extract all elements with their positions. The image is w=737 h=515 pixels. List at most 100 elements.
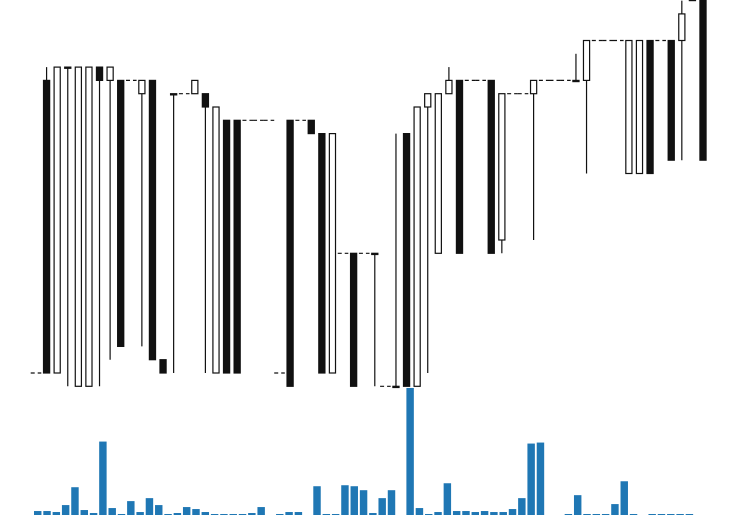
candle bbox=[455, 79, 464, 254]
candle bbox=[402, 133, 411, 387]
candle-body bbox=[201, 93, 210, 108]
candle bbox=[678, 0, 686, 161]
candle-body bbox=[53, 66, 61, 374]
volume-bar bbox=[611, 504, 619, 515]
volume-bar bbox=[34, 511, 42, 515]
candle bbox=[42, 67, 51, 374]
volume-bar bbox=[89, 513, 98, 515]
candle bbox=[222, 119, 231, 374]
candle bbox=[64, 66, 72, 387]
volume-bar bbox=[369, 513, 377, 515]
volume-bar bbox=[257, 507, 265, 515]
candle bbox=[688, 0, 697, 2]
volume-bar bbox=[350, 486, 358, 515]
candlestick-panel bbox=[30, 0, 707, 389]
candle-body bbox=[212, 106, 220, 374]
volume-bar bbox=[155, 505, 163, 515]
candle-body bbox=[349, 252, 358, 387]
candle bbox=[74, 66, 83, 387]
candle bbox=[138, 79, 146, 347]
candle-body bbox=[498, 93, 506, 241]
candle bbox=[434, 93, 442, 254]
volume-bar bbox=[573, 495, 582, 515]
candle-body bbox=[233, 119, 241, 374]
volume-bar bbox=[285, 512, 293, 515]
candle bbox=[625, 39, 633, 175]
volume-bar bbox=[518, 498, 526, 515]
candle-body bbox=[529, 79, 538, 95]
volume-bar bbox=[136, 512, 144, 515]
candle-body bbox=[64, 66, 72, 69]
candle-body bbox=[424, 93, 432, 108]
candle bbox=[307, 119, 315, 135]
candle bbox=[371, 252, 379, 387]
candle bbox=[667, 39, 675, 161]
volume-bar bbox=[480, 511, 489, 515]
candle-body bbox=[106, 66, 114, 81]
candle bbox=[498, 93, 506, 254]
candle-body bbox=[646, 39, 654, 175]
candle bbox=[413, 106, 421, 387]
volume-bar bbox=[192, 509, 200, 515]
candle bbox=[159, 359, 167, 374]
volume-bar bbox=[313, 486, 321, 515]
candle bbox=[487, 79, 495, 254]
volume-bar bbox=[406, 387, 414, 515]
candle-body bbox=[148, 79, 157, 361]
volume-bar bbox=[99, 441, 107, 515]
candle-body bbox=[117, 79, 125, 348]
candle-body bbox=[328, 133, 337, 374]
candle bbox=[572, 53, 580, 83]
candle-body bbox=[286, 119, 294, 387]
candle-body bbox=[625, 39, 633, 175]
volume-bar bbox=[536, 442, 545, 515]
candle bbox=[233, 119, 241, 374]
volume-bar bbox=[80, 510, 88, 515]
volume-bar bbox=[145, 498, 154, 515]
candle bbox=[212, 106, 220, 374]
volume-bar bbox=[490, 512, 498, 515]
candle bbox=[392, 133, 400, 389]
candle bbox=[328, 133, 337, 374]
candle-body bbox=[699, 0, 707, 161]
candle-body bbox=[413, 106, 421, 387]
volume-bar bbox=[108, 508, 116, 515]
candle bbox=[191, 79, 199, 95]
candle bbox=[445, 67, 453, 95]
candle-body bbox=[445, 79, 453, 95]
candle-body bbox=[635, 39, 644, 175]
candle-body bbox=[191, 79, 199, 95]
candle bbox=[117, 79, 125, 348]
volume-bar bbox=[434, 512, 442, 515]
volume-bar bbox=[471, 512, 480, 515]
volume-bar bbox=[127, 501, 135, 515]
volume-bar bbox=[387, 490, 396, 515]
candle-body bbox=[402, 133, 411, 387]
volume-bar bbox=[359, 490, 368, 515]
volume-bar bbox=[462, 511, 470, 515]
volume-bar bbox=[71, 487, 79, 515]
candle-body bbox=[85, 66, 93, 387]
candle-body bbox=[169, 93, 178, 96]
candle bbox=[148, 79, 157, 361]
candle-body bbox=[74, 66, 83, 387]
candle-body bbox=[222, 119, 231, 374]
volume-bar bbox=[527, 443, 535, 515]
candle bbox=[424, 93, 432, 373]
candle bbox=[318, 133, 326, 374]
candle bbox=[349, 252, 358, 387]
candle-body bbox=[371, 252, 379, 256]
candle-body bbox=[307, 119, 315, 135]
volume-bar bbox=[52, 512, 61, 515]
candle-body bbox=[159, 359, 167, 374]
candle bbox=[646, 39, 654, 175]
candle bbox=[699, 0, 707, 161]
volume-bar bbox=[415, 508, 424, 515]
candle-body bbox=[138, 79, 146, 95]
candle bbox=[582, 39, 591, 174]
volume-bar bbox=[341, 485, 349, 515]
candle-body bbox=[667, 39, 675, 161]
candle bbox=[635, 39, 644, 175]
candle-body bbox=[455, 79, 464, 254]
